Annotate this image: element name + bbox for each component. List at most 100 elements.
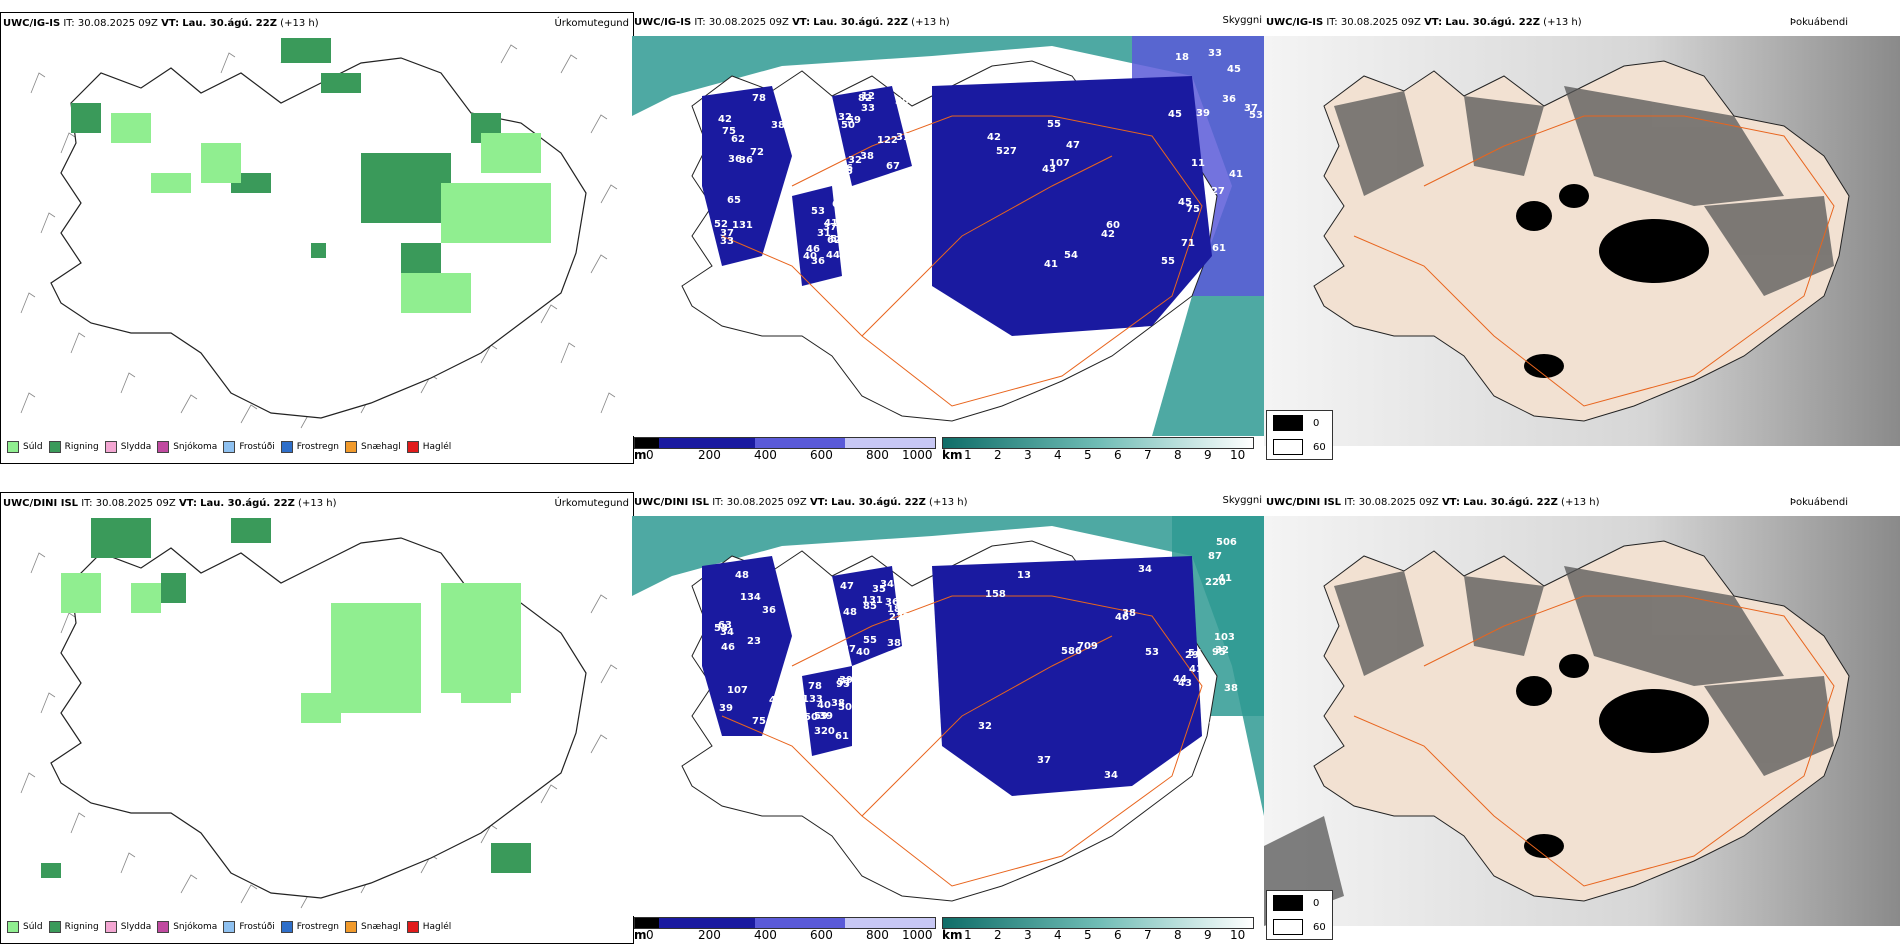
cloud-base-value: 58 <box>830 234 844 245</box>
cloud-base-value: 41 <box>1229 169 1243 180</box>
cloud-base-value: 44 <box>1173 674 1187 685</box>
init-time: 30.08.2025 09Z <box>1340 17 1421 28</box>
precip-legend: Súld Rigning Slydda Snjókoma Frostúði Fr… <box>7 921 451 933</box>
vis-scale-unit: km <box>942 928 963 942</box>
init-time-label: IT: <box>1344 497 1356 508</box>
cloud-base-value: 61 <box>835 731 849 742</box>
cloud-base-value: 220 <box>1205 577 1226 588</box>
cloud-base-value: 47 <box>840 581 854 592</box>
vis-scale-tick: 9 <box>1204 928 1212 942</box>
cloud-base-value: 78 <box>752 93 766 104</box>
cloud-scale-tick: 200 <box>698 928 721 942</box>
cloud-base-value: 36 <box>1222 94 1236 105</box>
valid-time-label: VT: <box>161 18 180 29</box>
cloud-base-value: 58 <box>774 226 788 237</box>
legend-item-freezing-rain: Frostregn <box>280 441 339 453</box>
cloud-base-value: 527 <box>996 146 1017 157</box>
cloud-base-value: 54 <box>1064 250 1078 261</box>
cloud-visibility-panel-1: UWC/IG-IS IT: 30.08.2025 09Z VT: Lau. 30… <box>632 12 1264 462</box>
cloud-base-value: 36 <box>885 597 899 608</box>
cloud-base-value: 577 <box>837 677 858 688</box>
rain-areas <box>71 38 501 273</box>
cloud-base-value: 34 <box>880 579 894 590</box>
legend-item-hail: Haglél <box>406 921 451 933</box>
vis-scale-tick: 6 <box>1114 448 1122 462</box>
cloud-base-value: 107 <box>1049 158 1070 169</box>
cloud-base-value: 40 <box>817 700 831 711</box>
cloud-visibility-panel-2: UWC/DINI ISL IT: 30.08.2025 09Z VT: Lau.… <box>632 492 1264 942</box>
cloud-scale-unit: m <box>634 448 647 462</box>
init-time: 30.08.2025 09Z <box>1358 497 1439 508</box>
model-name: UWC/DINI ISL <box>3 498 79 509</box>
cloud-base-value: 42 <box>1101 229 1115 240</box>
init-time: 30.08.2025 09Z <box>708 17 789 28</box>
rain-areas <box>41 518 531 878</box>
legend-item-freezing-drizzle: Frostúði <box>223 921 275 933</box>
cloud-base-value: 34 <box>720 627 734 638</box>
cloud-base-value: 38 <box>860 151 874 162</box>
vis-scale-tick: 8 <box>1174 448 1182 462</box>
cloud-base-value: 183 <box>887 604 908 615</box>
panel-title: Þokuábendi <box>1789 17 1848 28</box>
cloud-base-value: 43 <box>1042 164 1056 175</box>
cloud-base-value: 11 <box>1191 158 1205 169</box>
cloud-base-value: 76 <box>834 200 848 211</box>
cloud-base-value: 32 <box>838 112 852 123</box>
cloud-base-value: 45 <box>769 695 783 706</box>
vis-scale-tick: 8 <box>1174 928 1182 942</box>
model-name: UWC/IG-IS <box>1266 17 1324 28</box>
cloud-base-value: 54 <box>1188 648 1202 659</box>
cloud-base-value: 53 <box>714 623 728 634</box>
cloud-base-value: 45 <box>1227 64 1241 75</box>
cloud-base-value: 72 <box>750 147 764 158</box>
cloud-base-value: 39 <box>719 703 733 714</box>
roads <box>1353 115 1835 407</box>
model-name: UWC/IG-IS <box>634 17 692 28</box>
cloud-base-value: 42 <box>987 132 1001 143</box>
cloud-base-value: 45 <box>1178 197 1192 208</box>
cloud-base-value: 62 <box>827 235 841 246</box>
lead-time: (+13 h) <box>280 18 319 29</box>
cloud-base-value: 32 <box>848 155 862 166</box>
vis-scale-tick: 3 <box>1024 928 1032 942</box>
vis-scale-tick: 10 <box>1230 928 1246 942</box>
legend-item-snow-pellets: Snæhagl <box>345 441 401 453</box>
cloud-base-value: 55 <box>863 635 877 646</box>
cloud-base-value: 36 <box>728 154 742 165</box>
model-name: UWC/IG-IS <box>3 18 61 29</box>
cloud-base-value: 59 <box>814 711 828 722</box>
cloud-scale-tick: 600 <box>810 448 833 462</box>
cloud-base-value: 40 <box>856 647 870 658</box>
cloud-base-value: 59 <box>847 115 861 126</box>
cloud-scale-unit: m <box>634 928 647 942</box>
cloud-base-value: 42 <box>718 114 732 125</box>
vis-scale-tick: 2 <box>994 928 1002 942</box>
cloud-base-value: 38 <box>887 638 901 649</box>
cloud-base-value: 34 <box>1138 564 1152 575</box>
init-time: 30.08.2025 09Z <box>726 497 807 508</box>
visibility-scale <box>942 437 1254 449</box>
cloud-base-value: 50 <box>804 712 818 723</box>
cloud-base-value: 32 <box>978 721 992 732</box>
cloud-base-value: 33 <box>1208 48 1222 59</box>
init-time-label: IT: <box>712 497 724 508</box>
cloud-map: 48 34 29 39 32 46 47 46 50 41 23 37 13 59 46 75 55 34 38 41… <box>632 516 1264 916</box>
cloud-base-value: 50 <box>838 702 852 713</box>
cloud-base-value: 31 <box>817 228 831 239</box>
fog-indicator-panel-2: UWC/DINI ISL IT: 30.08.2025 09Z VT: Lau.… <box>1264 492 1900 942</box>
cloud-base-value: 78 <box>808 681 822 692</box>
cloud-base-value: 62 <box>731 134 745 145</box>
cloud-base-labels: 48 34 29 39 32 46 47 46 50 41 23 37 13 59 46 75 55 34 38 41… <box>714 537 1238 781</box>
cloud-base-value: 85 <box>863 601 877 612</box>
valid-time: Lau. 30.ágú. 22Z <box>182 18 277 29</box>
cloud-base-value: 107 <box>727 685 748 696</box>
init-time-label: IT: <box>1326 17 1338 28</box>
cloud-scale-tick: 0 <box>646 928 654 942</box>
valid-time: Lau. 30.ágú. 22Z <box>813 17 908 28</box>
fog-glaciers <box>1516 184 1709 378</box>
legend-item-freezing-drizzle: Frostúði <box>223 441 275 453</box>
cloud-scale-tick: 400 <box>754 928 777 942</box>
cloud-base-value: 37 <box>842 644 856 655</box>
cloud-base-value: 87 <box>1208 551 1222 562</box>
vis-scale-tick: 5 <box>1084 448 1092 462</box>
